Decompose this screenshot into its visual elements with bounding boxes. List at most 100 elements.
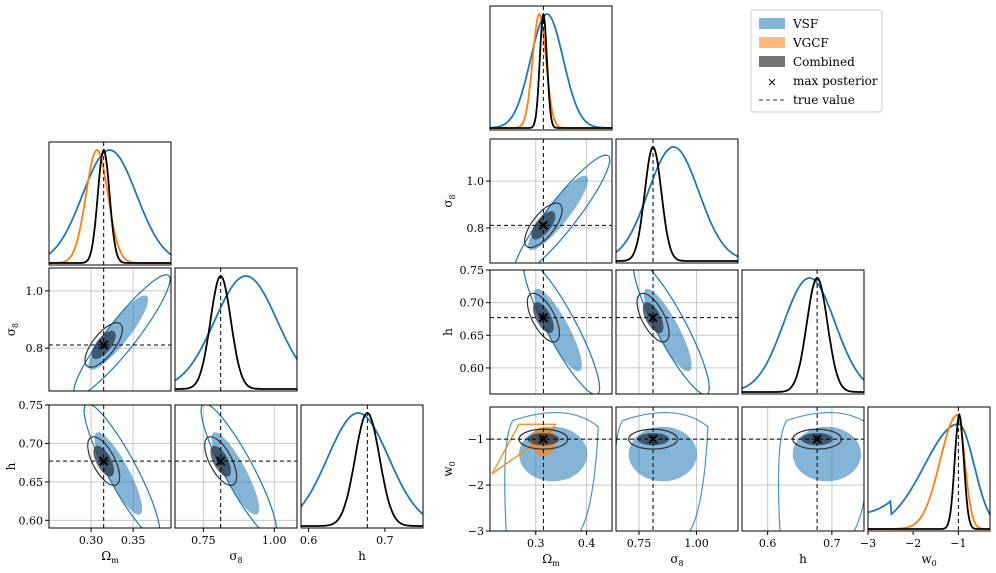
right-panel-s8-h-combined-outer bbox=[636, 292, 670, 343]
right-xlabel-Om: Ωm bbox=[542, 552, 560, 568]
right-panel-Om-w0-vsf-outer bbox=[504, 412, 599, 531]
right-panel-Om-w0-max-posterior bbox=[538, 434, 549, 444]
right-panel-Om-w0-contours bbox=[491, 412, 599, 531]
left-panel-Om-h-max-posterior bbox=[98, 456, 109, 466]
left-panel-Om-s8-contours bbox=[73, 274, 171, 391]
right-panel-h-w0-contours bbox=[777, 412, 864, 531]
right-panel-Om-h-combined-outer bbox=[526, 292, 560, 343]
left-xtick-label-Om: 0.35 bbox=[121, 534, 146, 547]
left-panel-Om-s8-frame bbox=[48, 267, 172, 392]
left-ytick-label-h: 0.70 bbox=[19, 437, 44, 450]
legend-label-true: true value bbox=[793, 93, 855, 107]
left-marginal-s8-combined bbox=[175, 274, 297, 390]
legend-label-vgcf: VGCF bbox=[792, 36, 829, 50]
right-xtick-label-w0: −1 bbox=[950, 537, 966, 550]
right-xtick-label-Om: 0.3 bbox=[527, 537, 545, 550]
left-ytick-label-h: 0.60 bbox=[19, 514, 44, 527]
left-marginal-Om-combined bbox=[49, 148, 171, 264]
right-marginal-h-vsf bbox=[741, 277, 865, 390]
left-xtick-label-s8: 1.00 bbox=[262, 534, 287, 547]
right-panel-Om-w0-frame bbox=[489, 406, 613, 532]
left-panel-s8-h-contours bbox=[200, 405, 278, 528]
left-panel-s8-h-combined-outer bbox=[204, 436, 238, 486]
left-panel-Om-s8-max-posterior bbox=[98, 340, 109, 350]
right-marginal-w0-vsf bbox=[867, 423, 991, 516]
right-panel-s8-h-max-posterior bbox=[648, 312, 658, 323]
left-xlabel-Om: Ωm bbox=[101, 549, 119, 565]
left-marginal-Om-vsf bbox=[48, 149, 172, 256]
right-ylabel-w0: w0 bbox=[441, 461, 457, 476]
right-ytick-label-w0: −3 bbox=[468, 525, 484, 538]
left-panel-s8-h-frame bbox=[174, 404, 298, 529]
right-marginal-Om-vsf bbox=[489, 13, 612, 129]
right-panel-h-h-frame bbox=[741, 269, 865, 395]
right-xlabel-h: h bbox=[799, 552, 807, 566]
right-panel-s8-h-contours bbox=[632, 270, 710, 394]
right-panel-Om-h-contours bbox=[523, 270, 601, 394]
right-ytick-label-w0: −1 bbox=[468, 433, 484, 446]
right-panel-h-w0-vsf-outer bbox=[777, 412, 864, 531]
right-xtick-label-s8: 0.75 bbox=[627, 537, 652, 550]
left-panel-Om-h-frame bbox=[48, 404, 172, 529]
left-panel-h-h-frame bbox=[300, 404, 424, 529]
right-panel-Om-s8-frame bbox=[489, 138, 613, 264]
right-ytick-label-h: 0.75 bbox=[460, 264, 485, 277]
right-ylabel-h: h bbox=[441, 328, 455, 336]
left-marginal-s8-vsf bbox=[174, 275, 298, 382]
right-xtick-label-w0: −2 bbox=[905, 537, 921, 550]
left-ytick-label-h: 0.75 bbox=[19, 399, 44, 412]
right-panel-s8-w0-contours bbox=[616, 412, 709, 531]
legend-swatch-vsf bbox=[759, 18, 785, 29]
right-xlabel-w0: w0 bbox=[921, 552, 936, 568]
legend: VSF VGCF Combined × max posterior true value bbox=[750, 9, 883, 113]
left-xtick-label-h: 0.7 bbox=[376, 534, 394, 547]
right-marginal-w0-vgcf bbox=[868, 414, 990, 530]
right-ytick-label-s8: 1.0 bbox=[467, 175, 485, 188]
right-panel-s8-w0-vsf-outer bbox=[616, 412, 709, 531]
right-panel-h-w0-frame bbox=[741, 406, 865, 532]
contour-lines-layer bbox=[48, 6, 991, 531]
right-xtick-label-w0: −3 bbox=[860, 537, 876, 550]
right-xtick-label-s8: 1.00 bbox=[684, 537, 709, 550]
right-panel-Om-s8-max-posterior bbox=[538, 220, 549, 231]
legend-box bbox=[750, 9, 883, 113]
left-panel-Om-Om-frame bbox=[48, 141, 172, 266]
right-ytick-label-h: 0.65 bbox=[460, 329, 485, 342]
right-xtick-label-Om: 0.4 bbox=[578, 537, 596, 550]
right-panel-Om-s8-combined-outer bbox=[524, 202, 563, 249]
left-ylabel-h: h bbox=[4, 462, 18, 470]
right-xlabel-s8: σ8 bbox=[670, 552, 683, 568]
right-marginal-h-combined bbox=[742, 276, 864, 393]
left-panel-s8-s8-frame bbox=[174, 267, 298, 392]
right-panel-Om-s8-contours bbox=[513, 154, 611, 263]
right-panel-s8-w0-max-posterior bbox=[648, 434, 658, 444]
right-marginal-w0-combined bbox=[868, 412, 990, 530]
legend-swatch-combined bbox=[759, 56, 785, 67]
right-ytick-label-w0: −2 bbox=[468, 479, 484, 492]
left-marginal-h-vsf bbox=[300, 412, 424, 515]
legend-label-max: max posterior bbox=[793, 74, 878, 88]
right-xtick-label-h: 0.7 bbox=[823, 537, 841, 550]
right-panel-Om-Om-frame bbox=[489, 5, 613, 131]
left-ytick-label-s8: 1.0 bbox=[26, 285, 44, 298]
right-ytick-label-h: 0.60 bbox=[460, 362, 485, 375]
right-ytick-label-s8: 0.8 bbox=[467, 222, 485, 235]
left-panel-Om-h-contours bbox=[83, 405, 161, 528]
legend-marker-max: × bbox=[767, 75, 777, 89]
left-panel-s8-h-max-posterior bbox=[215, 456, 226, 466]
right-panel-w0-w0-frame bbox=[867, 406, 991, 532]
right-panel-Om-w0-vgcf-outer bbox=[491, 423, 557, 475]
left-ytick-label-h: 0.65 bbox=[19, 476, 44, 489]
legend-swatch-vgcf bbox=[759, 37, 785, 48]
legend-label-combined: Combined bbox=[793, 55, 855, 69]
left-panel-Om-s8-combined-outer bbox=[84, 322, 123, 368]
right-marginal-s8-combined bbox=[616, 146, 738, 262]
left-panel-Om-h-combined-outer bbox=[87, 436, 121, 486]
right-panel-Om-h-frame bbox=[489, 269, 613, 395]
right-panel-h-w0-max-posterior bbox=[812, 434, 822, 444]
left-xtick-label-s8: 0.75 bbox=[191, 534, 216, 547]
left-xtick-label-h: 0.6 bbox=[300, 534, 318, 547]
right-panel-s8-s8-frame bbox=[615, 138, 739, 264]
